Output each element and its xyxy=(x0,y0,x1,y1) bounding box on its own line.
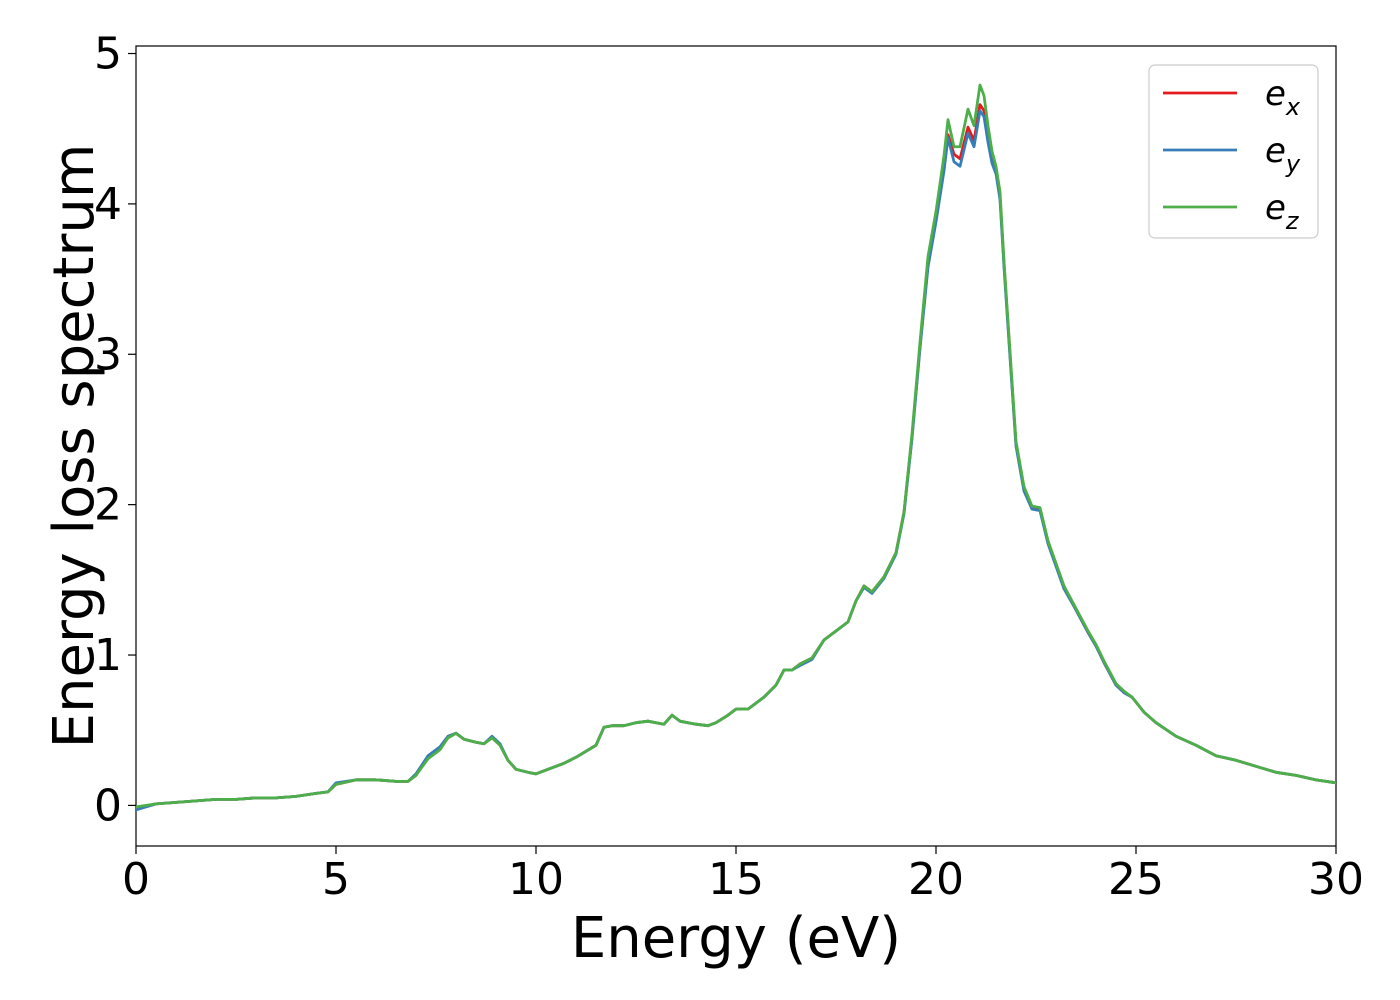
x-tick-label: 25 xyxy=(1108,854,1164,905)
y-tick-label: 4 xyxy=(94,179,122,230)
y-axis-label: Energy loss spectrum xyxy=(42,144,107,749)
x-tick-label: 30 xyxy=(1308,854,1364,905)
series-lines xyxy=(136,83,1336,812)
plot-frame xyxy=(135,45,1337,847)
x-tick-label: 0 xyxy=(122,854,150,905)
y-tick-label: 1 xyxy=(94,630,122,681)
x-tick-label: 10 xyxy=(508,854,564,905)
x-tick-label: 20 xyxy=(908,854,964,905)
y-tick-label: 3 xyxy=(94,329,122,380)
x-tick-label: 5 xyxy=(322,854,350,905)
legend-label-subscript: z xyxy=(1285,207,1300,235)
y-tick-label: 2 xyxy=(94,480,122,531)
legend-label-z: ez xyxy=(1265,188,1300,235)
series-line-z xyxy=(136,83,1336,809)
legend-label-base: e xyxy=(1265,131,1286,171)
legend-label-subscript: y xyxy=(1285,150,1301,178)
x-axis-ticks: 0 5 10 15 20 25 30 xyxy=(122,846,1364,905)
x-tick-label: 15 xyxy=(708,854,764,905)
x-axis-label: Energy (eV) xyxy=(571,906,901,971)
y-axis-ticks: 0 1 2 3 4 5 xyxy=(94,29,136,831)
y-tick-label: 5 xyxy=(94,29,122,80)
legend-box xyxy=(1148,64,1319,239)
y-tick-label: 0 xyxy=(94,780,122,831)
legend-label-base: e xyxy=(1265,74,1286,114)
legend-label-x: ex xyxy=(1265,74,1301,121)
legend-label-subscript: x xyxy=(1285,93,1301,121)
legend-label-y: ey xyxy=(1265,131,1301,178)
legend-label-base: e xyxy=(1265,188,1286,228)
